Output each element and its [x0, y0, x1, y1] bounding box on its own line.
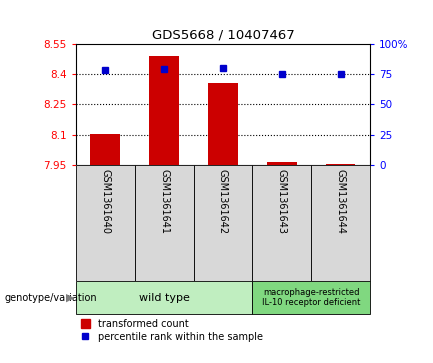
Bar: [76, 165, 135, 281]
Bar: [208, 83, 238, 165]
Bar: [252, 281, 370, 314]
Text: macrophage-restricted
IL-10 receptor deficient: macrophage-restricted IL-10 receptor def…: [262, 288, 361, 307]
Text: genotype/variation: genotype/variation: [4, 293, 97, 303]
Text: wild type: wild type: [139, 293, 190, 303]
Legend: transformed count, percentile rank within the sample: transformed count, percentile rank withi…: [81, 319, 263, 342]
Text: GSM1361644: GSM1361644: [336, 169, 346, 234]
Bar: [194, 165, 252, 281]
Text: ▶: ▶: [66, 293, 75, 303]
Text: GSM1361640: GSM1361640: [100, 169, 110, 234]
Bar: [76, 281, 252, 314]
Text: GSM1361641: GSM1361641: [159, 169, 169, 234]
Bar: [311, 165, 370, 281]
Text: GSM1361643: GSM1361643: [277, 169, 287, 234]
Text: GSM1361642: GSM1361642: [218, 169, 228, 234]
Bar: [326, 164, 355, 165]
Bar: [135, 165, 194, 281]
Bar: [267, 162, 297, 165]
Title: GDS5668 / 10407467: GDS5668 / 10407467: [152, 28, 294, 41]
Bar: [149, 56, 179, 165]
Bar: [252, 165, 311, 281]
Bar: [90, 134, 120, 165]
